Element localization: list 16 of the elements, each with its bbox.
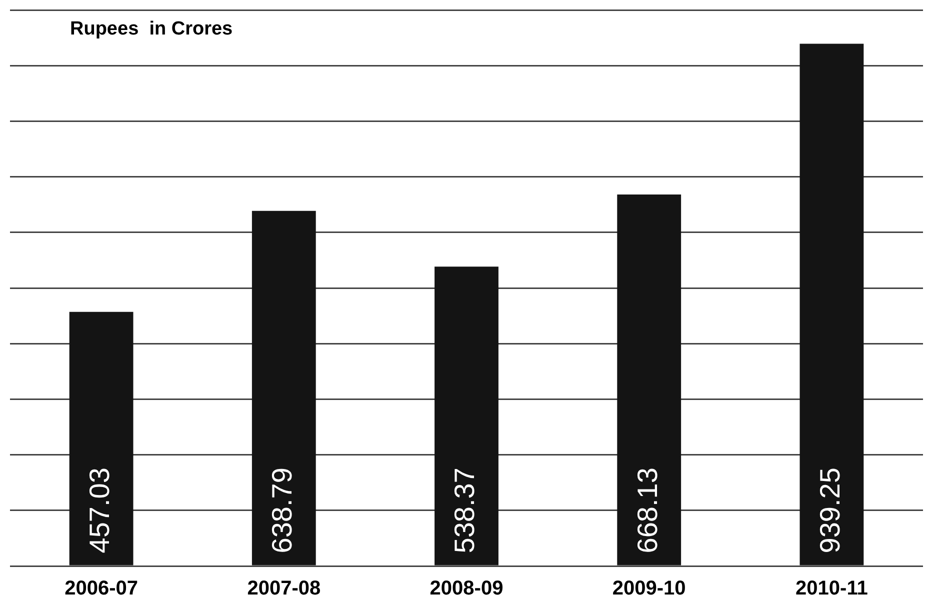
data-label: 638.79 xyxy=(266,468,298,554)
data-label: 939.25 xyxy=(814,468,846,554)
x-tick-label: 2008-09 xyxy=(430,578,504,600)
bar xyxy=(800,44,864,566)
x-tick-label: 2006-07 xyxy=(64,578,138,600)
data-label: 668.13 xyxy=(632,468,663,554)
bar xyxy=(252,210,316,566)
y-axis-title: Rupees in Crores xyxy=(70,18,233,40)
data-label: 457.03 xyxy=(84,468,116,554)
x-tick-label: 2010-11 xyxy=(796,578,868,600)
bar xyxy=(434,266,498,566)
x-tick-label: 2007-08 xyxy=(247,578,321,600)
data-label: 538.37 xyxy=(449,468,480,554)
bar xyxy=(69,312,134,566)
bar xyxy=(617,194,682,566)
x-tick-label: 2009-10 xyxy=(612,578,686,600)
